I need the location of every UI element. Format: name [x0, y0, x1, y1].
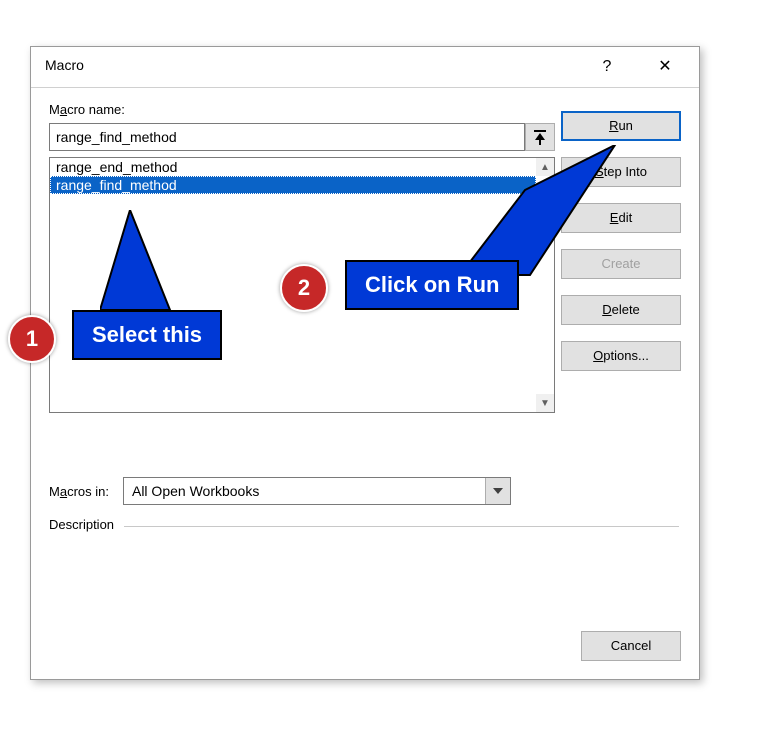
btn-text: tep Into: [604, 164, 647, 179]
divider: [124, 526, 679, 527]
delete-button[interactable]: Delete: [561, 295, 681, 325]
list-item[interactable]: range_find_method: [50, 176, 536, 194]
button-column: Run Step Into Edit Create Delete Options…: [561, 111, 681, 387]
btn-accel: O: [593, 348, 603, 363]
label-text: M: [49, 484, 60, 499]
macros-in-label: Macros in:: [49, 484, 109, 499]
description-row: Description: [49, 517, 679, 532]
combo-value: All Open Workbooks: [132, 483, 259, 499]
list-item[interactable]: range_end_method: [50, 158, 536, 176]
label-accel: a: [60, 102, 67, 117]
macros-in-row: Macros in: All Open Workbooks: [49, 477, 511, 505]
help-button[interactable]: ?: [585, 51, 629, 83]
dialog-title: Macro: [45, 57, 84, 73]
step-badge-2: 2: [280, 264, 328, 312]
create-button: Create: [561, 249, 681, 279]
description-label: Description: [49, 517, 114, 532]
macros-in-combo[interactable]: All Open Workbooks: [123, 477, 511, 505]
label-text: M: [49, 102, 60, 117]
combo-drop-button[interactable]: [485, 478, 510, 504]
label-accel: a: [60, 484, 67, 499]
options-button[interactable]: Options...: [561, 341, 681, 371]
label-text: cros in:: [67, 484, 109, 499]
callout-select-this: Select this: [72, 310, 222, 360]
btn-text: ptions...: [603, 348, 649, 363]
run-button[interactable]: Run: [561, 111, 681, 141]
btn-text: elete: [612, 302, 640, 317]
step-badge-1: 1: [8, 315, 56, 363]
btn-text: un: [618, 118, 632, 133]
chevron-down-icon: [493, 488, 503, 494]
btn-text: dit: [618, 210, 632, 225]
step-into-button[interactable]: Step Into: [561, 157, 681, 187]
callout-click-run: Click on Run: [345, 260, 519, 310]
up-arrow-icon: [534, 130, 546, 145]
scroll-up-button[interactable]: ▲: [536, 158, 554, 176]
macro-name-input[interactable]: [49, 123, 525, 151]
btn-accel: D: [602, 302, 611, 317]
label-text: cro name:: [67, 102, 125, 117]
btn-accel: S: [595, 164, 604, 179]
assign-up-button[interactable]: [525, 123, 555, 151]
cancel-button[interactable]: Cancel: [581, 631, 681, 661]
macro-dialog: Macro ? ✕ Macro name: range_end_method r…: [30, 46, 700, 680]
edit-button[interactable]: Edit: [561, 203, 681, 233]
scroll-down-button[interactable]: ▼: [536, 394, 554, 412]
close-button[interactable]: ✕: [643, 51, 687, 83]
titlebar: Macro ? ✕: [31, 47, 699, 88]
